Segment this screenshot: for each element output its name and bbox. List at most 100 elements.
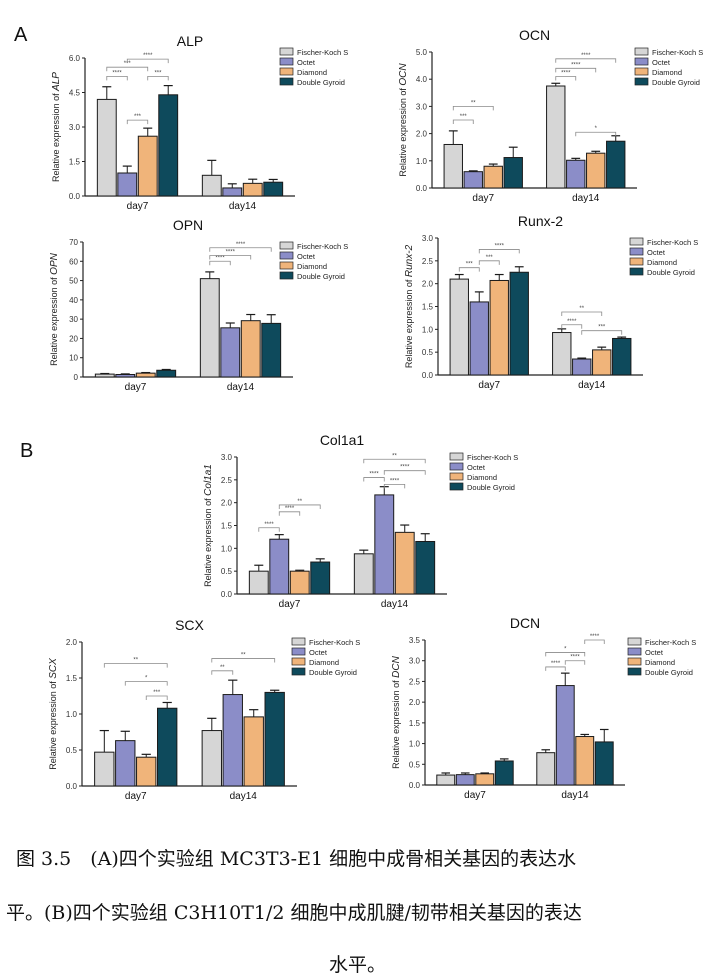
legend-swatch [629, 257, 644, 266]
y-tick-label: 3.0 [422, 234, 434, 243]
y-axis-label: Relative expression of Col1a1 [203, 464, 214, 587]
significance-bracket [383, 470, 426, 475]
legend-swatch [279, 241, 294, 250]
y-axis-label: Relative expression of ALP [51, 72, 62, 182]
significance-label: * [145, 676, 148, 682]
bar [575, 736, 595, 786]
significance-label: *** [134, 114, 142, 120]
y-tick-label: 0.5 [409, 760, 421, 769]
significance-label: **** [369, 472, 379, 478]
bar [572, 358, 592, 376]
y-tick-label: 0.0 [422, 371, 434, 380]
legend-label: Double Gyroid [645, 668, 693, 677]
significance-bracket [545, 666, 566, 671]
significance-label: *** [486, 255, 494, 261]
y-axis-label-prefix: Relative expression of [398, 86, 408, 177]
y-tick-label: 1.5 [69, 158, 81, 167]
legend-label: Double Gyroid [652, 78, 700, 87]
significance-label: ** [471, 100, 476, 106]
y-tick-label: 30 [69, 315, 78, 324]
significance-bracket [383, 484, 406, 489]
significance-bracket [145, 695, 168, 700]
y-tick-label: 0.5 [422, 348, 434, 357]
significance-label: **** [590, 634, 600, 640]
legend-swatch [627, 657, 642, 666]
legend-label: Octet [297, 58, 316, 67]
figure-caption-line-3: 水平。 [328, 954, 386, 976]
bar [96, 98, 117, 197]
bar [201, 730, 222, 787]
legend-swatch [627, 637, 642, 646]
significance-bracket [124, 681, 168, 686]
significance-bracket [278, 504, 321, 509]
bar [157, 707, 178, 787]
bar [117, 172, 138, 197]
y-tick-label: 70 [69, 238, 78, 247]
legend-swatch [629, 247, 644, 256]
significance-bracket [106, 66, 149, 72]
bar [94, 373, 115, 378]
legend-swatch [279, 251, 294, 260]
y-tick-label: 0.0 [69, 192, 81, 201]
chart-title: OCN [519, 27, 550, 43]
legend-label: Double Gyroid [309, 668, 357, 677]
significance-label: ** [297, 499, 302, 505]
bar [586, 152, 606, 189]
legend-label: Diamond [652, 68, 682, 77]
bar [199, 278, 220, 378]
y-axis-label-prefix: Relative expression of [49, 275, 59, 366]
y-axis-label: Relative expression of SCX [48, 658, 59, 770]
legend-label: Diamond [467, 473, 497, 482]
bar [415, 540, 436, 595]
legend-label: Fischer-Koch S [652, 48, 703, 57]
y-axis-label-gene: DCN [391, 655, 402, 677]
x-tick-label: day7 [478, 380, 500, 391]
y-tick-label: 0.0 [409, 781, 421, 790]
bar [137, 135, 158, 197]
legend-label: Octet [647, 248, 666, 257]
legend-swatch [449, 472, 464, 481]
legend-swatch [449, 462, 464, 471]
bar [136, 756, 157, 787]
y-tick-label: 2.0 [422, 280, 434, 289]
y-tick-label: 5.0 [416, 48, 428, 57]
legend-label: Fischer-Koch S [297, 48, 348, 57]
legend-label: Double Gyroid [297, 78, 345, 87]
bar [483, 165, 503, 189]
x-tick-label: day14 [578, 380, 606, 391]
y-tick-label: 3.0 [69, 123, 81, 132]
bar [158, 94, 179, 197]
significance-label: **** [570, 655, 580, 661]
significance-label: **** [567, 319, 577, 325]
significance-bracket [458, 267, 480, 272]
bar [443, 143, 463, 189]
significance-bracket [452, 106, 494, 111]
figure-caption-line-2: 平。(B)四个实验组 C3H10T1/2 细胞中成肌腱/韧带相关基因的表达 [6, 902, 582, 924]
y-tick-label: 3.5 [409, 636, 421, 645]
y-axis-label-gene: Runx-2 [404, 244, 415, 277]
legend-swatch [279, 77, 294, 86]
y-tick-label: 1.5 [221, 522, 233, 531]
legend-swatch [279, 271, 294, 280]
legend-swatch [634, 57, 649, 66]
bar [115, 740, 136, 787]
x-tick-label: day7 [472, 193, 494, 204]
significance-bracket [126, 58, 169, 64]
y-tick-label: 60 [69, 257, 78, 266]
significance-bracket [555, 58, 617, 63]
bar [156, 369, 177, 378]
legend-label: Fischer-Koch S [647, 238, 698, 247]
bar [566, 159, 586, 189]
y-tick-label: 0.5 [221, 567, 233, 576]
bar [243, 716, 264, 787]
bar [261, 322, 282, 378]
significance-label: ** [392, 453, 397, 459]
legend-label: Octet [467, 463, 486, 472]
legend-swatch [629, 237, 644, 246]
bar [469, 301, 489, 376]
bar [449, 278, 469, 376]
